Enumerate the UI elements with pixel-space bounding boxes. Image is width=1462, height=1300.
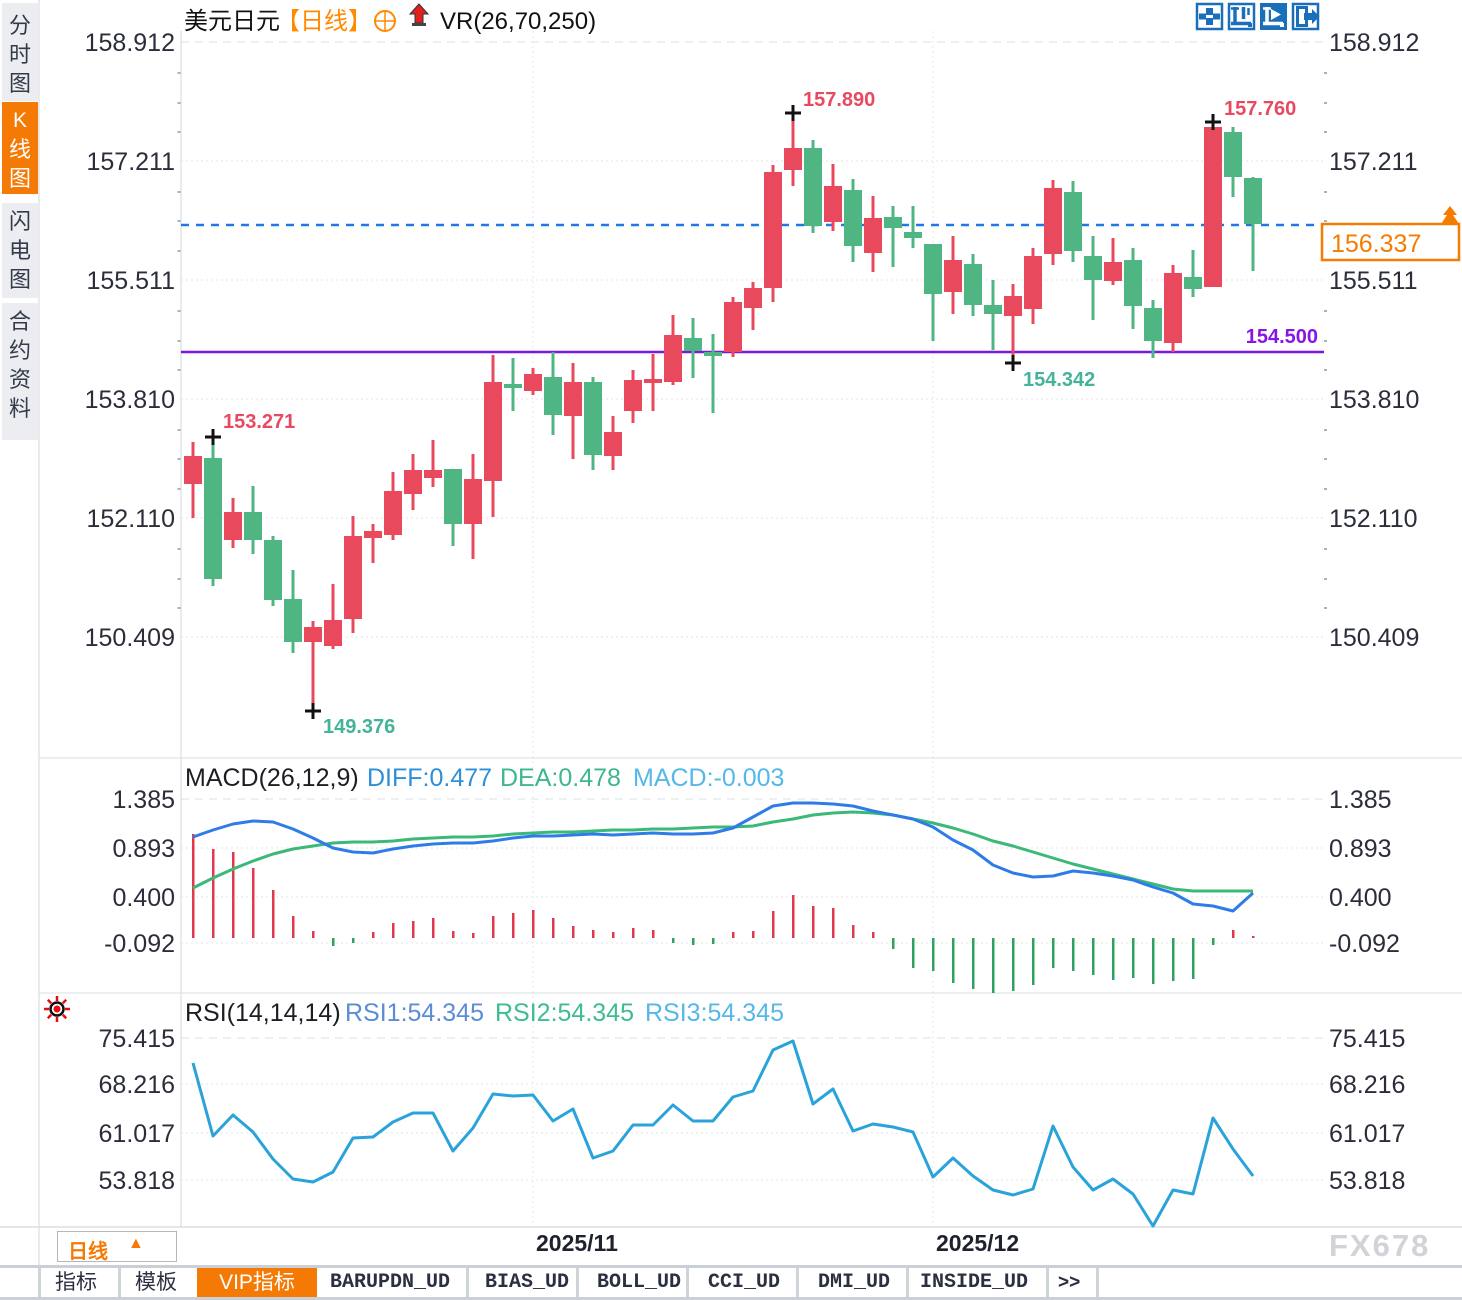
svg-text:MACD(26,12,9): MACD(26,12,9)	[185, 764, 359, 792]
svg-text:61.017: 61.017	[1329, 1120, 1405, 1148]
svg-text:158.912: 158.912	[1329, 29, 1419, 57]
svg-text:1.385: 1.385	[1329, 786, 1392, 814]
svg-text:152.110: 152.110	[86, 505, 175, 533]
svg-text:RSI3:54.345: RSI3:54.345	[645, 999, 784, 1027]
svg-text:157.890: 157.890	[803, 89, 875, 111]
svg-text:VR(26,70,250): VR(26,70,250)	[440, 8, 596, 35]
svg-text:DIFF:0.477: DIFF:0.477	[367, 764, 492, 792]
svg-text:RSI(14,14,14): RSI(14,14,14)	[185, 999, 341, 1027]
svg-text:155.511: 155.511	[1329, 267, 1418, 295]
svg-text:154.342: 154.342	[1023, 369, 1095, 391]
svg-text:153.271: 153.271	[223, 411, 295, 433]
svg-text:RSI1:54.345: RSI1:54.345	[345, 999, 484, 1027]
svg-text:152.110: 152.110	[1329, 505, 1418, 533]
svg-text:153.810: 153.810	[1329, 386, 1419, 414]
svg-text:75.415: 75.415	[1329, 1025, 1405, 1053]
svg-text:-0.092: -0.092	[104, 930, 175, 958]
svg-text:DEA:0.478: DEA:0.478	[500, 764, 621, 792]
svg-text:0.893: 0.893	[112, 835, 175, 863]
svg-text:53.818: 53.818	[1329, 1167, 1405, 1195]
svg-text:RSI2:54.345: RSI2:54.345	[495, 999, 634, 1027]
svg-text:153.810: 153.810	[85, 386, 175, 414]
svg-text:61.017: 61.017	[99, 1120, 175, 1148]
svg-text:美元日元: 美元日元	[184, 8, 280, 35]
svg-text:156.337: 156.337	[1331, 230, 1421, 258]
svg-text:-0.092: -0.092	[1329, 930, 1400, 958]
svg-text:150.409: 150.409	[85, 624, 175, 652]
svg-text:1.385: 1.385	[112, 786, 175, 814]
svg-text:68.216: 68.216	[99, 1071, 175, 1099]
svg-text:155.511: 155.511	[86, 267, 175, 295]
svg-text:【日线】: 【日线】	[276, 8, 372, 35]
svg-text:158.912: 158.912	[85, 29, 175, 57]
svg-text:149.376: 149.376	[323, 716, 395, 738]
svg-text:154.500: 154.500	[1246, 326, 1318, 348]
svg-text:68.216: 68.216	[1329, 1071, 1405, 1099]
svg-text:157.211: 157.211	[86, 148, 175, 176]
svg-text:150.409: 150.409	[1329, 624, 1419, 652]
svg-text:53.818: 53.818	[99, 1167, 175, 1195]
svg-text:0.893: 0.893	[1329, 835, 1392, 863]
svg-text:MACD:-0.003: MACD:-0.003	[633, 764, 784, 792]
svg-text:0.400: 0.400	[1329, 884, 1392, 912]
svg-text:75.415: 75.415	[99, 1025, 175, 1053]
svg-text:0.400: 0.400	[112, 884, 175, 912]
svg-text:157.760: 157.760	[1224, 98, 1296, 120]
svg-text:157.211: 157.211	[1329, 148, 1418, 176]
